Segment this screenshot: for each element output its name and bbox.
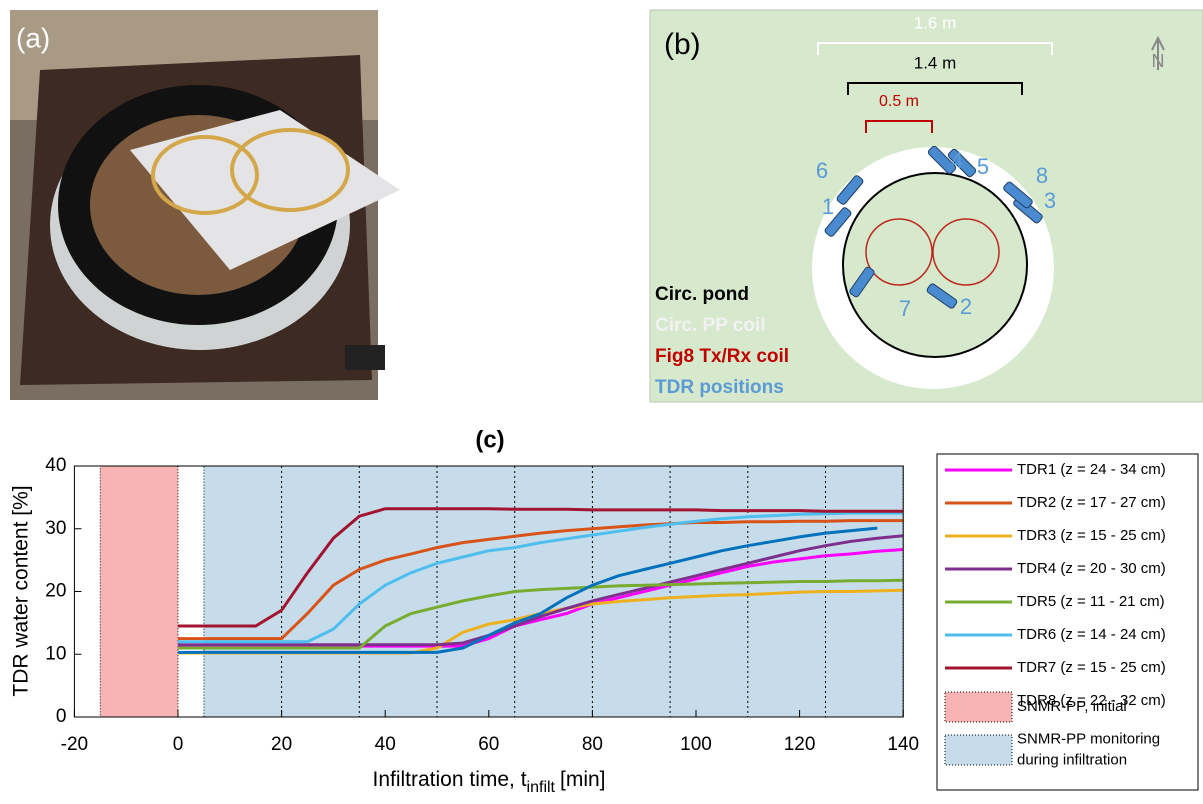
x-tick-label: 60 [478,734,499,755]
x-axis-label-sub: infilt [527,779,556,796]
x-tick-label: -20 [61,734,88,755]
tdr-label: 5 [977,154,989,179]
legend-label: TDR2 (z = 17 - 27 cm) [1017,494,1166,511]
legend-label: TDR5 (z = 11 - 21 cm) [1017,593,1165,610]
legend-label: TDR3 (z = 15 - 25 cm) [1017,527,1166,544]
legend-swatch [945,735,1012,765]
panel-label: (a) [16,22,50,53]
legend-label: TDR1 (z = 24 - 34 cm) [1017,461,1166,478]
legend-label: SNMR-PP, initial [1017,698,1127,715]
legend-label: TDR4 (z = 20 - 30 cm) [1017,560,1166,577]
tdr-label: 4 [951,148,963,173]
x-axis-label: Infiltration time, tinfilt[min] [372,768,605,797]
x-tick-label: 0 [173,734,184,755]
tdr-label: 7 [899,296,911,321]
dimension-label: 1.6 m [914,13,957,32]
photo [10,10,400,400]
y-tick-label: 20 [45,581,66,602]
x-axis-label-unit: [min] [560,768,606,791]
tdr-label: 2 [960,294,972,319]
legend-text: TDR positions [655,377,784,398]
legend-text: Circ. pond [655,284,749,305]
dimension-label: 0.5 m [879,93,919,110]
x-tick-label: 120 [784,734,816,755]
legend-label: SNMR-PP monitoring [1017,730,1160,747]
legend-label: during infiltration [1017,751,1127,768]
x-tick-label: 20 [271,734,292,755]
legend-label: TDR7 (z = 15 - 25 cm) [1017,659,1166,676]
x-tick-label: 40 [375,734,396,755]
y-tick-label: 0 [56,706,67,727]
tdr-label: 8 [1036,163,1048,188]
tdr-label: 3 [1044,188,1056,213]
panel-label: (b) [664,28,701,61]
legend-text: Fig8 Tx/Rx coil [655,346,789,367]
x-axis-label-main: Infiltration time, t [372,768,526,791]
north-label: N [1152,51,1165,71]
figure: (a) (b) 1.6 m 1.4 m 0.5 m N Circ. pond C… [0,0,1203,804]
x-tick-label: 140 [887,734,919,755]
x-tick-label: 100 [680,734,712,755]
chart-title: (c) [475,426,504,453]
legend-text: Circ. PP coil [655,315,766,336]
legend-label: TDR6 (z = 14 - 24 cm) [1017,626,1166,643]
shaded-region [100,466,178,717]
y-tick-label: 10 [45,643,66,664]
tdr-label: 1 [822,194,834,219]
tdr-label: 6 [816,158,828,183]
y-axis-label: TDR water content [%] [10,485,33,696]
y-tick-label: 30 [45,518,66,539]
y-tick-label: 40 [45,455,66,476]
dimension-label: 1.4 m [914,53,957,72]
legend-swatch [945,692,1012,722]
x-tick-label: 80 [582,734,603,755]
